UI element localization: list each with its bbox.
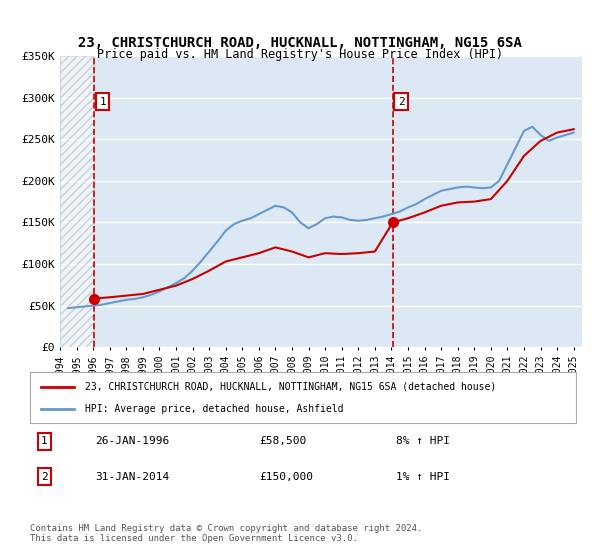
Text: 1: 1: [99, 97, 106, 107]
Text: 1% ↑ HPI: 1% ↑ HPI: [396, 472, 450, 482]
Text: 23, CHRISTCHURCH ROAD, HUCKNALL, NOTTINGHAM, NG15 6SA (detached house): 23, CHRISTCHURCH ROAD, HUCKNALL, NOTTING…: [85, 381, 496, 391]
Text: 23, CHRISTCHURCH ROAD, HUCKNALL, NOTTINGHAM, NG15 6SA: 23, CHRISTCHURCH ROAD, HUCKNALL, NOTTING…: [78, 36, 522, 50]
Text: 1: 1: [41, 436, 47, 446]
Text: £150,000: £150,000: [259, 472, 313, 482]
Text: 31-JAN-2014: 31-JAN-2014: [95, 472, 170, 482]
Text: 2: 2: [41, 472, 47, 482]
Text: 8% ↑ HPI: 8% ↑ HPI: [396, 436, 450, 446]
Text: Price paid vs. HM Land Registry's House Price Index (HPI): Price paid vs. HM Land Registry's House …: [97, 48, 503, 60]
Text: 2: 2: [398, 97, 404, 107]
Text: 26-JAN-1996: 26-JAN-1996: [95, 436, 170, 446]
Text: £58,500: £58,500: [259, 436, 307, 446]
Bar: [60, 56, 94, 347]
Text: HPI: Average price, detached house, Ashfield: HPI: Average price, detached house, Ashf…: [85, 404, 343, 414]
Text: Contains HM Land Registry data © Crown copyright and database right 2024.
This d: Contains HM Land Registry data © Crown c…: [30, 524, 422, 543]
